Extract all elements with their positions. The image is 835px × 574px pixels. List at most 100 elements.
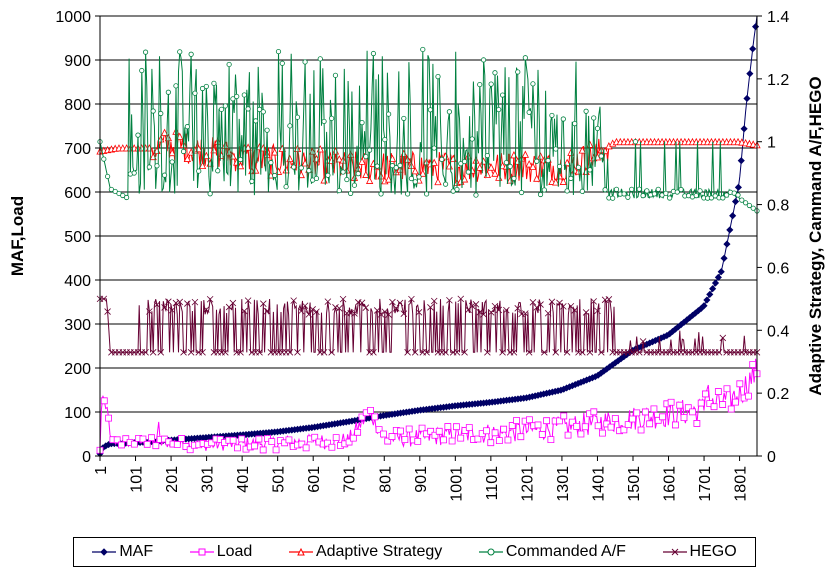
data-point [377, 311, 385, 318]
data-point [460, 175, 469, 183]
data-point [371, 413, 379, 421]
data-point [367, 147, 373, 153]
data-point [577, 430, 585, 438]
data-point [442, 349, 449, 356]
data-point [272, 446, 280, 454]
data-point [736, 380, 744, 388]
data-point [709, 285, 717, 293]
data-point [723, 385, 731, 393]
data-point [404, 349, 411, 356]
data-point [534, 421, 542, 429]
data-point [749, 45, 757, 53]
data-point [536, 152, 545, 160]
data-point [388, 433, 396, 440]
data-point [286, 349, 294, 356]
data-point [143, 440, 151, 448]
data-point [491, 169, 499, 177]
data-point [206, 295, 214, 303]
data-point [290, 297, 297, 304]
data-point [100, 397, 108, 405]
data-point [521, 150, 529, 158]
data-point [339, 295, 347, 303]
data-point [325, 172, 331, 178]
data-point [484, 152, 490, 159]
data-point [500, 425, 508, 433]
data-point [526, 109, 532, 115]
data-point [199, 349, 206, 356]
data-point [743, 200, 749, 206]
data-point [238, 435, 246, 443]
data-point [689, 408, 696, 416]
legend-swatch [288, 547, 313, 556]
data-point [680, 414, 688, 422]
x-tick-label: 101 [129, 466, 146, 493]
data-point [363, 154, 369, 160]
data-point [260, 109, 266, 115]
data-point [641, 408, 649, 416]
data-point [222, 349, 229, 356]
data-point [297, 307, 305, 315]
data-point [594, 125, 601, 132]
data-point [393, 165, 399, 171]
data-point [241, 307, 248, 315]
data-point [236, 161, 245, 170]
data-point [441, 152, 450, 160]
axes [95, 15, 762, 461]
data-point [737, 157, 745, 165]
data-point [400, 310, 408, 317]
data-point [607, 423, 615, 431]
data-point [118, 441, 125, 449]
data-point [465, 424, 473, 431]
data-point [328, 443, 336, 451]
data-point [423, 349, 430, 356]
data-point [165, 89, 171, 95]
data-point [362, 304, 370, 311]
data-point [723, 240, 731, 248]
data-point [271, 148, 279, 156]
data-point [221, 141, 229, 149]
data-point [469, 136, 475, 142]
data-point [548, 298, 556, 306]
data-point [286, 154, 294, 163]
data-point [397, 427, 404, 435]
data-point [259, 144, 267, 152]
x-tick-label: 1401 [590, 466, 607, 502]
data-point [153, 301, 161, 308]
data-point [142, 349, 149, 356]
series-load [96, 358, 761, 454]
data-point [255, 435, 263, 443]
data-point [237, 349, 244, 356]
data-point [752, 23, 760, 31]
data-point [293, 144, 302, 153]
data-point [408, 175, 415, 182]
data-point [480, 311, 487, 318]
data-point [335, 155, 343, 163]
y-tick-label: 300 [64, 317, 91, 334]
data-point [158, 110, 164, 117]
data-point [148, 434, 155, 442]
data-point [667, 195, 673, 201]
x-tick-label: 1101 [484, 466, 501, 501]
data-point [259, 446, 267, 454]
data-point [571, 307, 578, 314]
data-point [385, 311, 392, 318]
data-point [499, 92, 506, 98]
data-point [714, 388, 722, 395]
x-tick-label: 1 [93, 466, 110, 475]
data-point [382, 136, 388, 143]
x-tick-label: 1301 [555, 466, 572, 502]
data-point [165, 298, 172, 306]
y2-tick-label: 1.2 [767, 72, 789, 89]
data-point [720, 195, 726, 201]
data-point [251, 442, 258, 450]
data-point [553, 146, 559, 152]
data-point [710, 403, 718, 411]
data-point [329, 115, 335, 121]
data-point [590, 408, 598, 416]
data-point [225, 148, 233, 156]
data-point [336, 187, 342, 194]
data-point [541, 187, 547, 193]
data-point [187, 349, 195, 356]
data-point [173, 83, 179, 89]
